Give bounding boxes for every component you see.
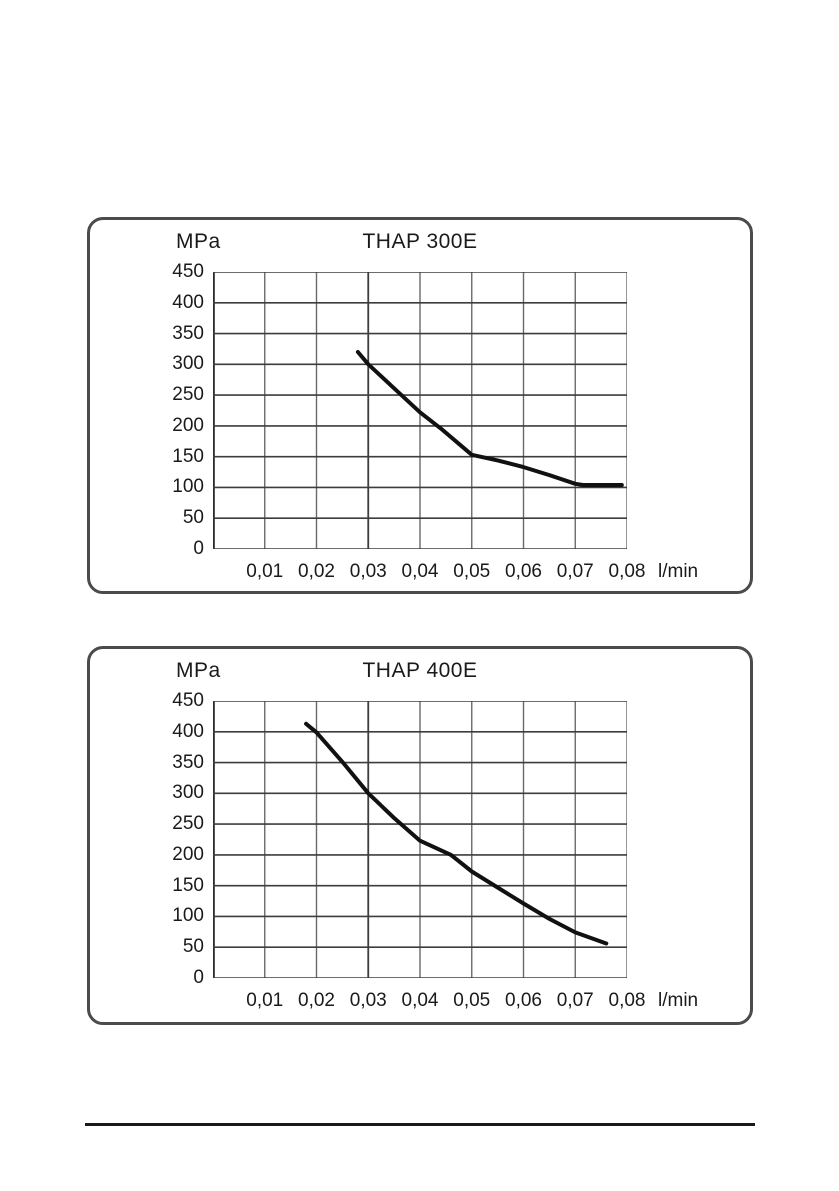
x-tick-label: 0,07 xyxy=(556,561,594,582)
y-tick-label: 300 xyxy=(172,353,204,375)
y-tick-label: 100 xyxy=(172,476,204,498)
x-tick-label: 0,07 xyxy=(556,990,594,1011)
y-tick-label: 200 xyxy=(172,414,204,436)
y-axis-unit-label: MPa xyxy=(176,659,221,682)
y-tick-label: 0 xyxy=(193,538,204,559)
y-tick-label: 250 xyxy=(172,813,204,835)
y-tick-label: 400 xyxy=(172,291,204,313)
y-tick-label: 150 xyxy=(172,445,204,467)
y-tick-label: 50 xyxy=(182,507,204,529)
x-tick-label: 0,05 xyxy=(453,561,491,582)
x-tick-label: 0,06 xyxy=(505,990,542,1011)
chart-title: THAP 400E xyxy=(362,659,478,682)
y-tick-label: 100 xyxy=(172,905,204,927)
x-axis-unit-label: l/min xyxy=(658,561,699,582)
y-tick-label: 350 xyxy=(172,322,204,344)
x-tick-label: 0,02 xyxy=(298,561,335,582)
x-tick-label: 0,03 xyxy=(349,990,387,1011)
chart-title: THAP 300E xyxy=(362,230,478,253)
x-tick-label: 0,01 xyxy=(246,990,284,1011)
x-axis-tick-labels: 0,01 0,02 0,03 0,04 0,05 0,06 0,07 0,08 xyxy=(213,989,645,1013)
series-curve xyxy=(355,350,624,487)
line-chart-canvas xyxy=(213,701,627,978)
x-tick-label: 0,01 xyxy=(246,561,284,582)
y-axis-tick-labels: 0 50 100 150 200 250 300 350 400 450 xyxy=(90,261,204,559)
footer-rule xyxy=(85,1123,755,1126)
series-curve xyxy=(304,721,609,946)
y-tick-label: 150 xyxy=(172,874,204,896)
y-tick-label: 200 xyxy=(172,843,204,865)
x-tick-label: 0,03 xyxy=(349,561,387,582)
y-tick-label: 400 xyxy=(172,720,204,742)
y-axis-tick-labels: 0 50 100 150 200 250 300 350 400 450 xyxy=(90,690,204,988)
x-tick-label: 0,08 xyxy=(608,561,646,582)
y-tick-label: 300 xyxy=(172,782,204,804)
y-tick-label: 350 xyxy=(172,751,204,773)
x-axis-unit-label: l/min xyxy=(658,990,699,1011)
x-axis-tick-labels: 0,01 0,02 0,03 0,04 0,05 0,06 0,07 0,08 xyxy=(213,560,645,584)
y-tick-label: 50 xyxy=(182,936,204,958)
x-tick-label: 0,02 xyxy=(298,990,335,1011)
x-tick-label: 0,06 xyxy=(505,561,542,582)
y-tick-label: 450 xyxy=(172,261,204,282)
y-tick-label: 0 xyxy=(193,967,204,988)
line-chart-canvas xyxy=(213,272,627,549)
y-tick-label: 450 xyxy=(172,690,204,711)
chart-panel-thap-300e: MPa THAP 300E 0 50 100 150 200 250 300 350 400 45… xyxy=(87,217,753,594)
x-tick-label: 0,04 xyxy=(401,990,439,1011)
y-tick-label: 250 xyxy=(172,384,204,406)
x-tick-label: 0,04 xyxy=(401,561,439,582)
chart-panel-thap-400e: MPa THAP 400E 0 50 100 150 200 250 300 350 400 45… xyxy=(87,646,753,1025)
x-tick-label: 0,08 xyxy=(608,990,646,1011)
x-tick-label: 0,05 xyxy=(453,990,491,1011)
y-axis-unit-label: MPa xyxy=(176,230,221,253)
